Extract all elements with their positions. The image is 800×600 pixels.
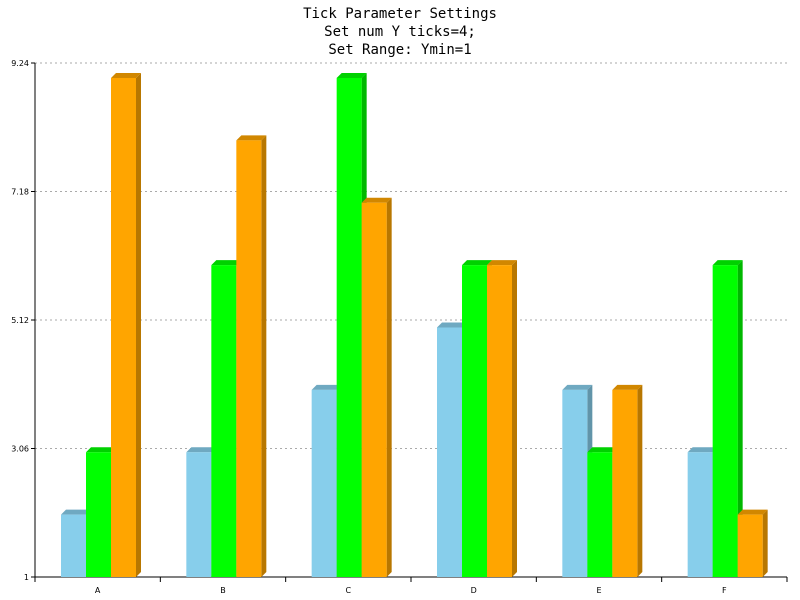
x-tick-label: E	[596, 586, 601, 595]
bar-front	[562, 389, 588, 577]
chart-subtitle-1: Set num Y ticks=4;	[324, 24, 476, 40]
bar-side	[386, 197, 392, 577]
bar-top	[336, 72, 367, 78]
bar-top	[462, 260, 492, 266]
bar-top	[712, 260, 743, 266]
bar-front	[111, 77, 136, 577]
bar-front	[186, 452, 212, 577]
bar-front	[336, 77, 362, 577]
bar-top	[311, 384, 342, 390]
x-tick-label: C	[346, 586, 352, 595]
bar-top	[236, 135, 267, 141]
y-tick-label: 5.12	[11, 316, 29, 325]
bar	[437, 322, 467, 577]
bar-top	[737, 509, 768, 515]
y-tick-label: 9.24	[11, 59, 29, 68]
y-tick-label: 3.06	[11, 445, 29, 454]
bar-top	[186, 447, 217, 453]
bar-top	[86, 447, 116, 453]
bar-top	[437, 322, 467, 328]
bar-side	[762, 509, 768, 577]
x-tick-label: F	[722, 586, 727, 595]
bar	[111, 72, 141, 577]
y-tick-label: 1	[24, 573, 29, 582]
bar-front	[712, 265, 738, 577]
bar-top	[361, 197, 392, 203]
bar-front	[236, 140, 262, 577]
bar-top	[487, 260, 517, 266]
bar-front	[612, 389, 638, 577]
bar-top	[111, 72, 141, 78]
bar	[612, 384, 643, 577]
bar	[487, 260, 517, 577]
bar	[712, 260, 743, 577]
bar-side	[737, 260, 743, 577]
bar-top	[612, 384, 643, 390]
bar-front	[86, 452, 111, 577]
bar-top	[687, 447, 718, 453]
bar-front	[587, 452, 613, 577]
y-tick-label: 7.18	[11, 188, 29, 197]
bar	[361, 197, 392, 577]
bar	[236, 135, 267, 577]
bar-front	[61, 514, 86, 577]
bar-front	[361, 202, 387, 577]
bar-top	[562, 384, 593, 390]
chart-subtitle-2: Set Range: Ymin=1	[328, 42, 472, 58]
bar-front	[462, 265, 487, 577]
bar-front	[487, 265, 512, 577]
bar-front	[737, 514, 763, 577]
bar-top	[61, 509, 91, 515]
chart-title: Tick Parameter Settings	[303, 6, 497, 22]
bar-side	[512, 260, 517, 577]
bar-top	[587, 447, 618, 453]
bar-side	[637, 384, 643, 577]
x-tick-label: D	[471, 586, 477, 595]
bar-front	[687, 452, 713, 577]
bar	[737, 509, 768, 577]
bar-front	[211, 265, 237, 577]
bar-front	[311, 389, 337, 577]
bar-top	[211, 260, 242, 266]
bar-front	[437, 327, 462, 577]
bar-side	[261, 135, 267, 577]
x-tick-label: A	[95, 586, 101, 595]
bar-side	[136, 72, 141, 577]
x-tick-label: B	[220, 586, 226, 595]
